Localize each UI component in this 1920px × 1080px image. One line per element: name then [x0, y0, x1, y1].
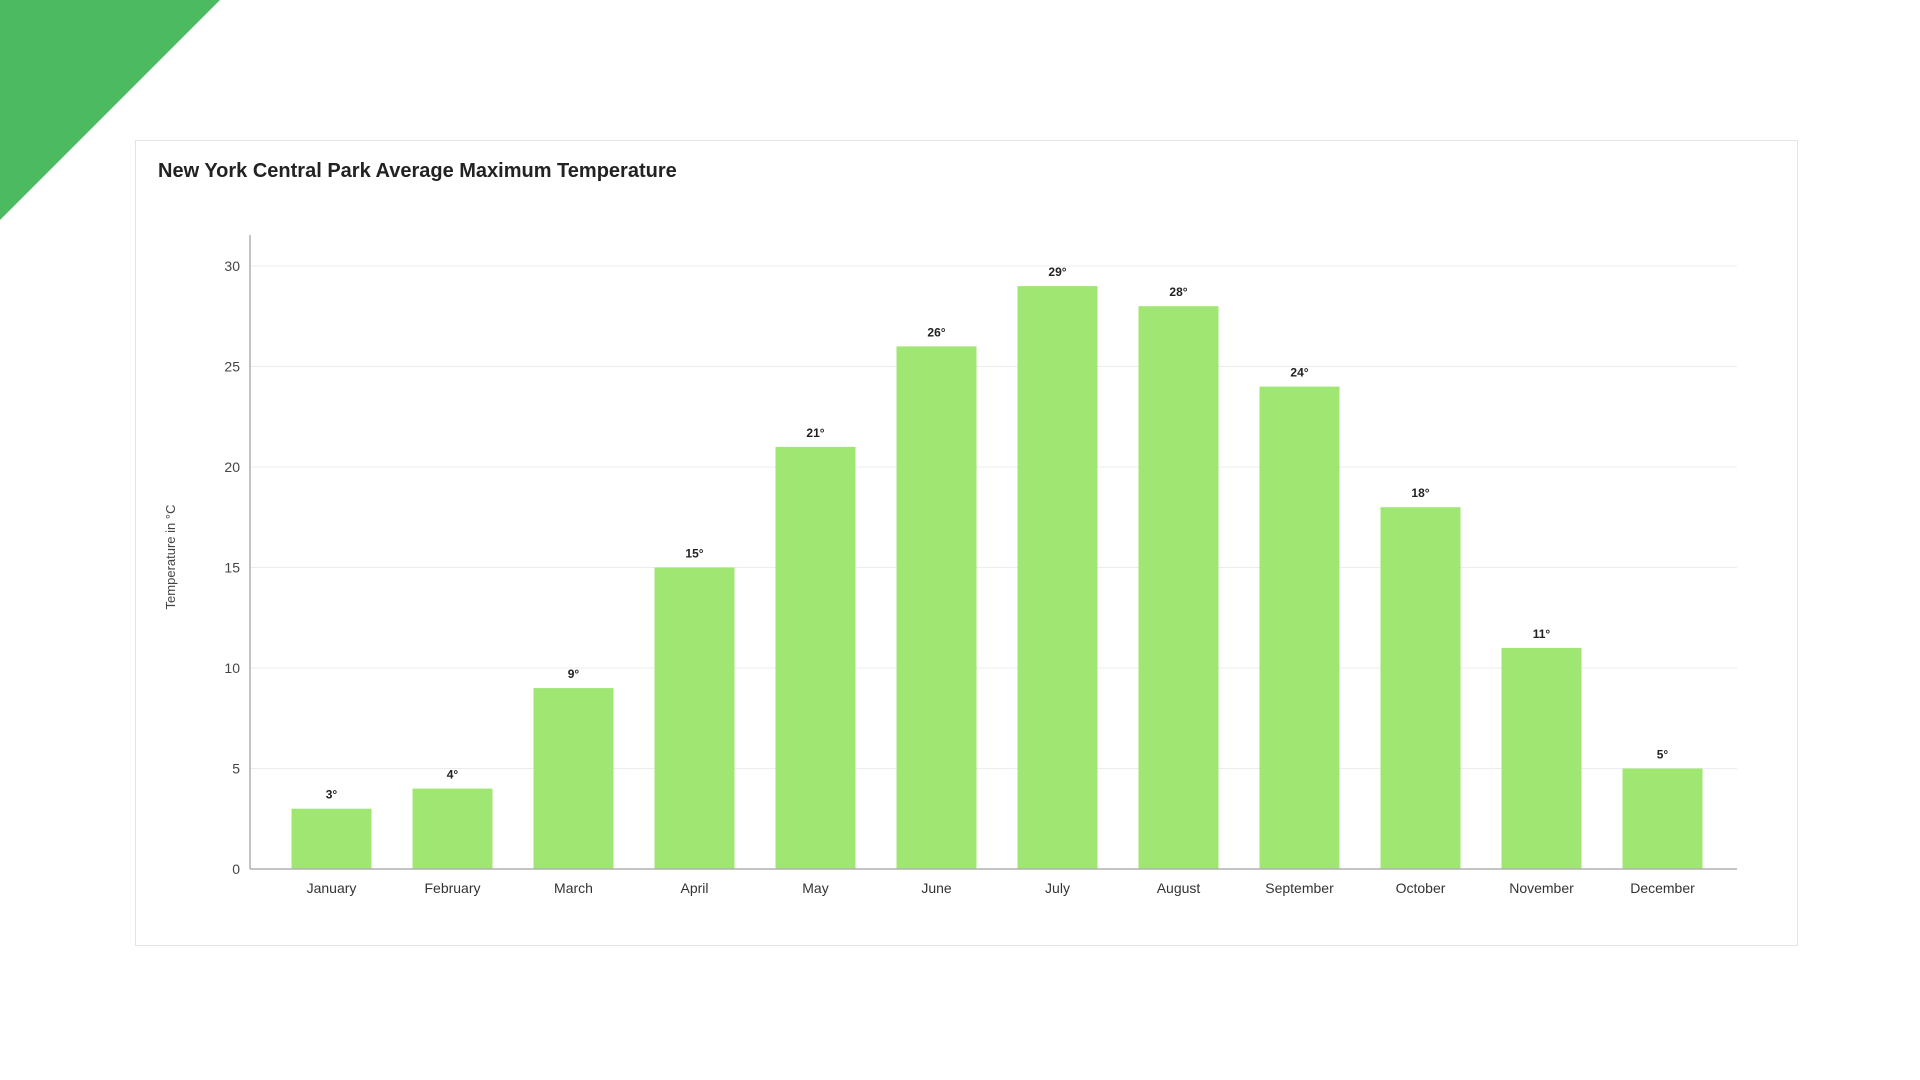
- bar-may: [775, 446, 856, 869]
- data-label: 21°: [806, 426, 824, 440]
- bar-march: [533, 688, 614, 869]
- data-label: 15°: [685, 547, 703, 561]
- y-tick-label: 20: [224, 459, 240, 475]
- x-tick-label: April: [680, 880, 708, 896]
- x-tick-label: September: [1265, 880, 1334, 896]
- y-tick-label: 25: [224, 359, 240, 375]
- bar-june: [896, 346, 977, 869]
- y-tick-label: 15: [224, 560, 240, 576]
- x-tick-label: August: [1157, 880, 1201, 896]
- bars: [291, 286, 1703, 870]
- data-label: 11°: [1533, 627, 1551, 641]
- x-tick-label: May: [802, 880, 828, 896]
- data-label: 18°: [1411, 486, 1429, 500]
- chart-title: New York Central Park Average Maximum Te…: [158, 160, 677, 182]
- bar-april: [654, 567, 735, 869]
- labels: 0 5 10 15 20 25 30 3° January 4° February 9° March 15…: [224, 258, 1695, 896]
- x-tick-label: November: [1509, 880, 1574, 896]
- axes: [249, 235, 1737, 870]
- data-label: 24°: [1290, 366, 1308, 380]
- y-tick-label: 5: [232, 761, 240, 777]
- y-tick-label: 0: [232, 861, 240, 877]
- bar-september: [1259, 386, 1340, 869]
- chart-card: New York Central Park Average Maximum Te…: [135, 140, 1798, 946]
- data-label: 9°: [568, 667, 580, 681]
- x-tick-label: February: [424, 880, 480, 896]
- y-axis-title: Temperature in °C: [163, 505, 178, 610]
- data-label: 5°: [1657, 748, 1669, 762]
- grid-lines: [250, 265, 1737, 769]
- x-tick-label: October: [1396, 880, 1446, 896]
- data-label: 28°: [1169, 285, 1187, 299]
- data-label: 4°: [447, 768, 459, 782]
- x-tick-label: July: [1045, 880, 1070, 896]
- x-tick-label: March: [554, 880, 593, 896]
- bar-january: [291, 808, 372, 869]
- data-label: 29°: [1048, 265, 1066, 279]
- data-label: 26°: [927, 325, 945, 339]
- y-tick-label: 30: [224, 258, 240, 274]
- bar-february: [412, 788, 493, 869]
- bar-chart: 0 5 10 15 20 25 30 3° January 4° February 9° March 15…: [163, 235, 1737, 896]
- bar-august: [1138, 306, 1219, 869]
- x-tick-label: January: [307, 880, 357, 896]
- bar-november: [1501, 647, 1582, 869]
- bar-october: [1380, 507, 1461, 869]
- bar-december: [1622, 768, 1703, 869]
- data-label: 3°: [326, 788, 338, 802]
- x-tick-label: June: [921, 880, 952, 896]
- y-tick-label: 10: [224, 660, 240, 676]
- x-tick-label: December: [1630, 880, 1695, 896]
- bar-july: [1017, 286, 1098, 870]
